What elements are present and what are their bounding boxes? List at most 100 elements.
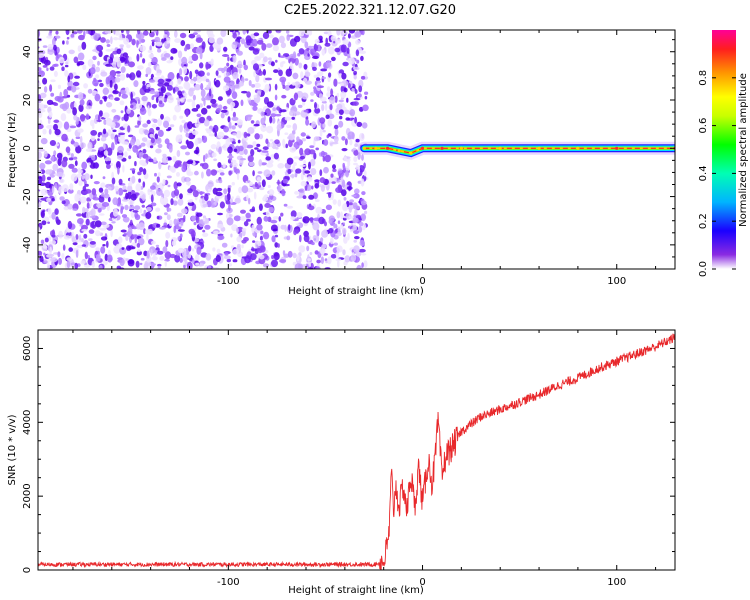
noise-blob [61, 66, 65, 72]
noise-blob [65, 30, 70, 36]
noise-blob [297, 104, 303, 108]
noise-blob [306, 136, 311, 139]
noise-blob [345, 117, 351, 121]
noise-blob [200, 75, 207, 82]
noise-blob [248, 197, 251, 205]
noise-blob [89, 210, 94, 216]
spectrogram-panel: -100 0 100 -40 -20 0 20 40 Height of straight l… [7, 29, 676, 297]
noise-blob [288, 139, 293, 148]
noise-blob [330, 253, 337, 259]
noise-blob [52, 163, 59, 172]
noise-blob [102, 176, 106, 180]
noise-blob [229, 198, 233, 204]
noise-blob [236, 227, 239, 234]
noise-blob [253, 32, 260, 37]
noise-blob [66, 128, 72, 133]
noise-blob [78, 180, 83, 186]
noise-blob [151, 95, 155, 101]
noise-blob [240, 158, 246, 161]
noise-blob [355, 49, 360, 57]
noise-blob [247, 127, 255, 134]
noise-blob [237, 243, 241, 248]
noise-blob [263, 169, 271, 178]
noise-blob [76, 62, 80, 66]
noise-blob [190, 43, 194, 50]
noise-blob [308, 108, 312, 113]
noise-blob [167, 127, 172, 131]
noise-blob [96, 203, 103, 208]
noise-blob [294, 263, 302, 269]
noise-blob [129, 72, 136, 81]
noise-blob [38, 176, 42, 179]
noise-blob [313, 192, 318, 200]
noise-blob [192, 190, 199, 198]
noise-blob [95, 74, 100, 79]
noise-blob [67, 188, 74, 194]
noise-blob [181, 56, 188, 65]
noise-blob [163, 82, 170, 87]
noise-blob [193, 149, 199, 154]
noise-blob [122, 165, 125, 173]
noise-blob [186, 98, 193, 103]
noise-blob [196, 113, 202, 118]
noise-blob [237, 139, 241, 144]
noise-blob [341, 189, 347, 197]
snr-plot-area [38, 333, 675, 570]
noise-blob [181, 208, 188, 214]
noise-blob [271, 259, 278, 268]
colorbar-tick-label: 0.0 [698, 261, 709, 277]
noise-blob [118, 178, 123, 185]
noise-blob [328, 113, 335, 120]
noise-blob [51, 198, 55, 202]
noise-blob [208, 133, 216, 137]
noise-blob [170, 198, 174, 206]
noise-blob [73, 101, 77, 109]
noise-blob [275, 59, 278, 63]
noise-blob [102, 128, 107, 135]
noise-blob [205, 78, 210, 83]
noise-blob [351, 194, 357, 197]
noise-blob [353, 97, 361, 101]
noise-blob [137, 171, 142, 176]
noise-blob [166, 84, 173, 91]
noise-blob [289, 110, 296, 117]
noise-blob [182, 92, 188, 97]
noise-blob [153, 30, 157, 33]
noise-blob [118, 132, 126, 136]
noise-blob [150, 248, 153, 256]
noise-blob [115, 71, 122, 74]
noise-blob [330, 173, 334, 178]
colorbar: 0.0 0.2 0.4 0.6 0.8 Normalized spectral ampl… [698, 30, 749, 277]
noise-blob [118, 91, 122, 97]
noise-blob [214, 131, 217, 137]
noise-blob [272, 37, 279, 46]
noise-blob [267, 30, 272, 34]
noise-blob [234, 83, 241, 90]
noise-blob [142, 181, 146, 188]
noise-blob [104, 157, 112, 162]
noise-blob [256, 216, 262, 225]
noise-blob [164, 41, 168, 47]
noise-blob [170, 47, 178, 54]
noise-blob [314, 107, 321, 114]
noise-blob [140, 257, 145, 261]
noise-blob [245, 219, 251, 222]
spectrogram-y-axis-label: Frequency (Hz) [7, 112, 18, 188]
noise-blob [153, 251, 156, 260]
noise-blob [131, 246, 136, 250]
noise-blob [47, 221, 50, 224]
noise-blob [129, 168, 136, 171]
noise-blob [308, 263, 312, 267]
noise-blob [53, 70, 58, 77]
noise-blob [320, 237, 324, 243]
noise-blob [134, 161, 137, 167]
noise-blob [152, 94, 160, 98]
noise-blob [205, 128, 209, 132]
noise-blob [311, 185, 314, 190]
noise-blob [226, 192, 231, 202]
noise-blob [243, 148, 248, 155]
noise-blob [304, 148, 311, 156]
noise-blob [160, 86, 166, 94]
noise-blob [172, 87, 176, 94]
noise-blob [333, 223, 338, 228]
